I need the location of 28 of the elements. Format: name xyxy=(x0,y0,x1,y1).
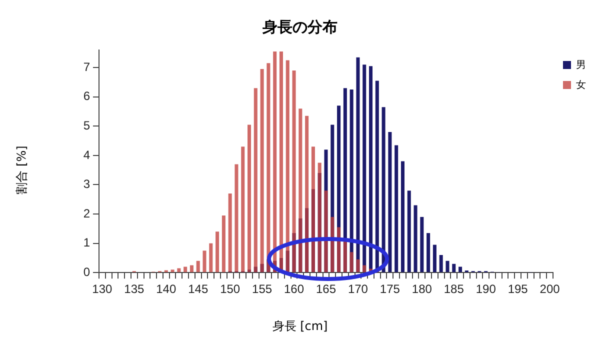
y-tick-label: 5 xyxy=(83,118,90,132)
y-tick-label: 7 xyxy=(83,60,90,74)
x-tick-label: 180 xyxy=(412,282,432,296)
x-tick-label: 175 xyxy=(380,282,400,296)
x-tick-label: 145 xyxy=(188,282,208,296)
y-tick-label: 1 xyxy=(83,236,90,250)
x-tick-label: 190 xyxy=(476,282,496,296)
y-tick-label: 0 xyxy=(83,264,90,279)
y-tick-label: 2 xyxy=(83,206,90,220)
x-tick-label: 135 xyxy=(124,282,144,296)
x-tick-label: 130 xyxy=(92,282,113,296)
x-tick-label: 195 xyxy=(508,282,528,296)
legend-label: 女 xyxy=(576,78,586,91)
x-tick-label: 185 xyxy=(444,282,464,296)
y-tick-label: 3 xyxy=(83,177,90,192)
x-tick-label: 160 xyxy=(284,282,304,296)
x-axis-title: 身長 [cm] xyxy=(271,318,329,335)
x-tick-label: 170 xyxy=(348,282,368,296)
x-tick-label: 150 xyxy=(220,282,240,296)
y-axis-title: 割合 [%] xyxy=(14,146,30,194)
y-tick-label: 4 xyxy=(83,148,90,162)
chart-title: 身長の分布 xyxy=(262,18,338,37)
x-tick-label: 165 xyxy=(316,282,336,296)
y-tick-label: 6 xyxy=(83,89,90,104)
x-tick-label: 200 xyxy=(540,282,560,296)
legend-label: 男 xyxy=(576,60,586,71)
x-tick-label: 140 xyxy=(156,282,176,296)
x-tick-label: 155 xyxy=(252,282,272,296)
